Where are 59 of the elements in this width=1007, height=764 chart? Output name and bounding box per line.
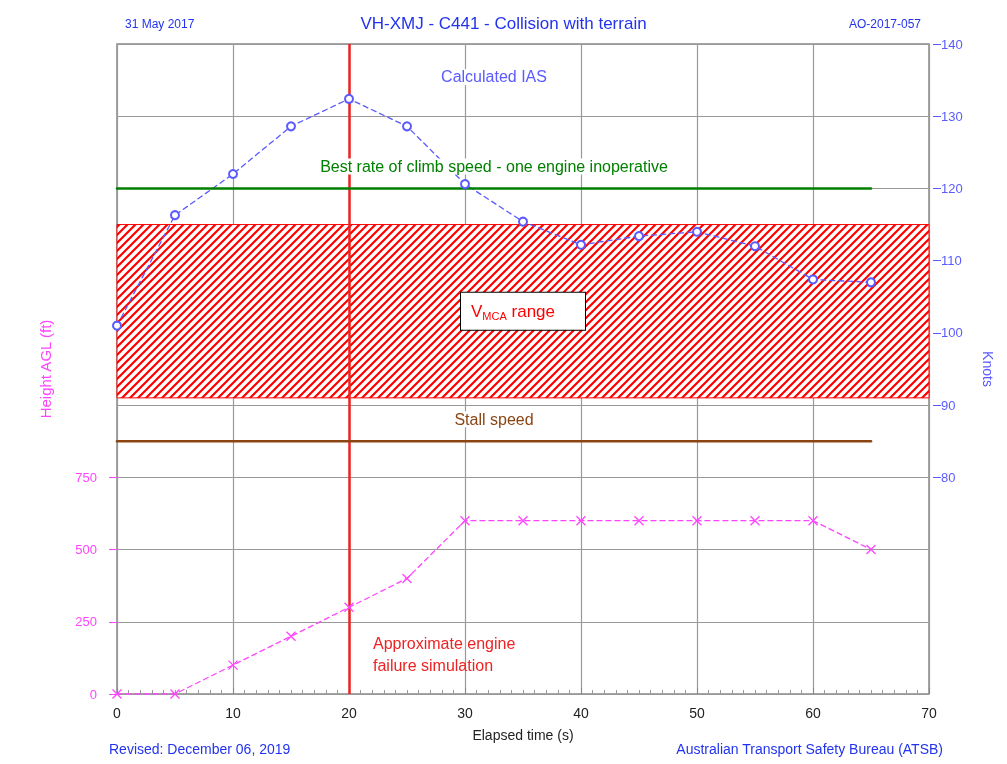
point (749, 515, 761, 526)
y2-tick-label: 140 (941, 36, 963, 52)
y2-tick-label: 110 (941, 253, 962, 269)
y-tick-label: 500 (75, 542, 97, 558)
ref-line-label: Approximate engine failure simulation (373, 634, 520, 674)
series-label: Best rate of climb speed - one engine inoperative (320, 157, 668, 175)
x-tick-label: 0 (113, 705, 122, 721)
point (692, 226, 702, 237)
y-tick-label: 750 (75, 469, 97, 485)
y2-tick-label: 80 (941, 469, 956, 485)
x-tick-label: 40 (573, 705, 589, 721)
y2-tick-label: 90 (941, 397, 956, 413)
series-label: Stall speed (454, 410, 534, 428)
point (634, 231, 644, 242)
point (808, 274, 818, 285)
point (227, 659, 239, 671)
text: 31 May 2017 (125, 17, 195, 31)
y2-tick-label: 120 (941, 180, 963, 196)
point (865, 544, 877, 555)
chart-title: VH-XMJ - C441 - Collision with terrain (360, 14, 647, 33)
point (576, 239, 586, 250)
text: Revised: December 06, 2019 (109, 741, 291, 757)
point (343, 602, 355, 613)
point (459, 515, 471, 526)
x-tick-label: 60 (805, 705, 821, 721)
point (344, 93, 354, 104)
point (402, 121, 412, 132)
point (460, 179, 470, 190)
x-tick-label: 70 (921, 705, 937, 721)
x-axis-title: Elapsed time (s) (472, 727, 574, 743)
point (285, 631, 297, 642)
y-tick-label: 250 (75, 614, 97, 630)
y-tick-label: 0 (89, 686, 97, 702)
point (691, 515, 703, 526)
x-tick-label: 20 (341, 705, 357, 721)
point (286, 121, 296, 132)
point (169, 688, 181, 700)
y2-tick-label: 130 (941, 108, 963, 124)
point (228, 169, 238, 179)
point (170, 210, 180, 221)
text: Australian Transport Safety Bureau (ATSB) (676, 741, 943, 757)
point (401, 573, 413, 584)
point (517, 515, 529, 526)
point (575, 515, 587, 526)
point (866, 277, 876, 288)
point (111, 688, 123, 700)
point (112, 320, 122, 331)
point (518, 216, 528, 227)
x-tick-label: 30 (457, 705, 473, 721)
text: AO-2017-057 (848, 17, 922, 31)
point (750, 241, 760, 252)
y2-axis-title: Knots (980, 351, 996, 387)
x-tick-label: 50 (689, 705, 705, 721)
x-tick-label: 10 (225, 705, 241, 721)
y-axis-title: Height AGL (ft) (37, 319, 54, 419)
y2-tick-label: 100 (941, 325, 963, 341)
text: Calculated IAS (441, 68, 547, 86)
point (633, 515, 645, 526)
point (807, 515, 819, 526)
